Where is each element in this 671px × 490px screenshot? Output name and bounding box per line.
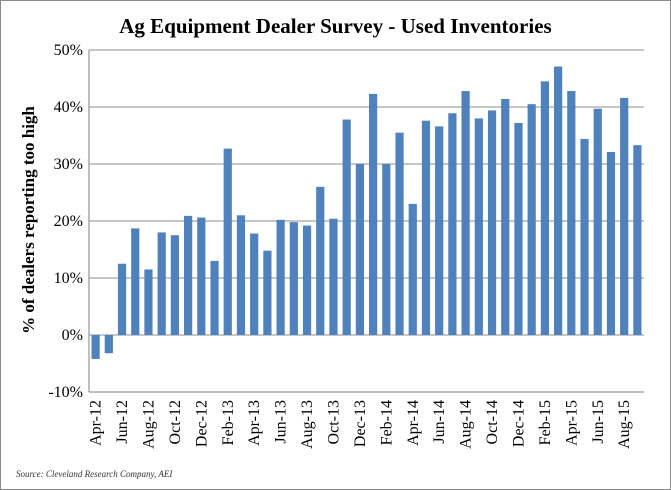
bar [184,215,193,335]
bar [514,122,523,336]
x-tick-label: Apr-13 [246,400,263,446]
bar [131,228,140,335]
bar [620,97,629,335]
bar [91,335,100,359]
x-tick-label: Aug-13 [299,400,316,449]
x-tick-label: Jun-15 [590,400,607,444]
x-tick-label: Apr-14 [405,400,422,446]
x-tick-label: Dec-14 [510,400,527,447]
bar [197,217,206,335]
bar [170,235,179,335]
bar [263,250,272,335]
bar [540,81,549,335]
bar [289,222,298,335]
bar [117,263,127,335]
bar [606,152,616,335]
x-tick-label: Oct-14 [484,400,501,444]
gridlines [89,49,644,393]
bar [501,99,510,336]
bar [223,148,232,335]
y-tick-label: 40% [54,99,83,116]
bar [369,93,378,335]
bar [448,113,457,336]
source-note: Source: Cleveland Research Company, AEI [16,469,173,479]
x-tick-label: Dec-12 [193,400,210,447]
x-tick-label: Aug-12 [140,400,157,449]
y-tick-label: 10% [54,270,83,287]
chart-title: Ag Equipment Dealer Survey - Used Invent… [119,14,552,38]
bar [104,335,113,354]
bar [408,203,417,335]
y-tick-label: 50% [54,42,83,59]
bar [580,138,589,335]
y-tick-labels: -10% 0% 10% 20% 30% 40% 50% [48,42,83,401]
bar [276,219,285,335]
bar [355,164,364,335]
bar [250,233,259,335]
bar [567,91,576,335]
y-tick-label: 20% [54,213,83,230]
x-tick-label: Apr-12 [88,400,105,446]
bar [461,91,470,335]
y-tick-label: 30% [54,156,83,173]
bar [157,232,166,335]
y-tick-label: 0% [62,327,83,344]
bar [329,218,338,335]
bar [395,132,404,335]
bar [316,186,325,335]
y-axis-label: % of dealers reporting too high [19,106,38,334]
bar-series [91,66,642,359]
bar [633,145,642,335]
bar [435,126,444,335]
x-tick-labels: Apr-12 Jun-12 Aug-12 Oct-12 Dec-12 Feb-13 Apr-… [88,400,634,449]
bar [302,225,312,335]
x-tick-label: Oct-13 [325,400,342,444]
bar [382,164,391,335]
axes [88,50,644,393]
x-tick-label: Feb-15 [537,400,554,445]
bar [593,108,602,336]
x-tick-label: Aug-15 [616,400,633,449]
bar [527,104,536,336]
x-tick-label: Apr-15 [563,400,580,446]
x-tick-label: Jun-14 [431,400,448,444]
x-tick-label: Jun-13 [273,400,290,444]
x-tick-label: Feb-13 [220,400,237,445]
x-tick-label: Jun-12 [114,400,131,444]
x-tick-label: Aug-14 [458,400,475,449]
y-tick-label: -10% [48,384,83,401]
x-tick-label: Oct-12 [167,400,184,444]
bar [144,269,153,335]
bar [210,260,219,335]
bar [487,110,497,335]
bar [342,119,351,335]
bar [236,215,246,335]
x-tick-label: Dec-13 [352,400,369,447]
bar [554,66,563,335]
bar [421,120,431,336]
bar [474,118,483,336]
x-tick-label: Feb-14 [378,400,395,445]
